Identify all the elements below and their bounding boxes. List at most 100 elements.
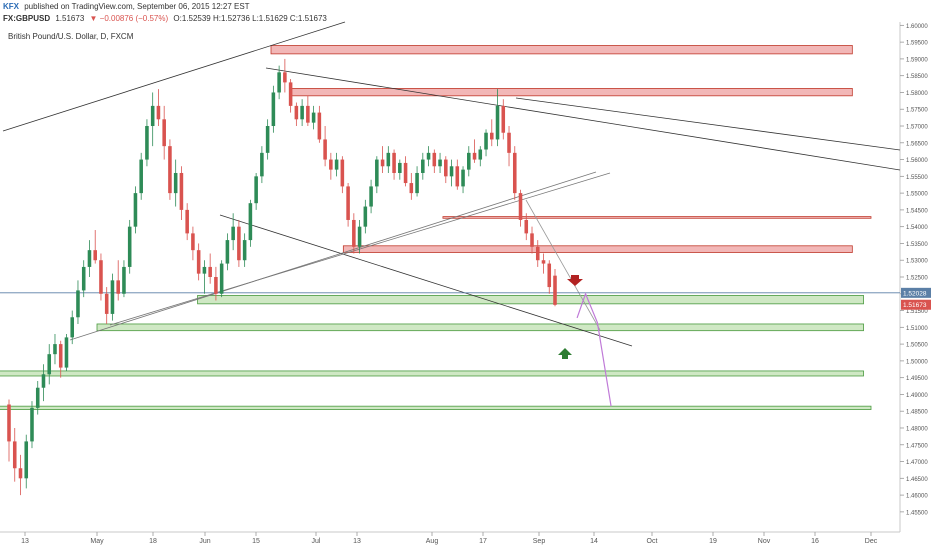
resistance-zone [342, 245, 853, 253]
candle-body [18, 468, 23, 479]
support-zone [0, 370, 864, 377]
candle-body [392, 152, 396, 173]
candle-body [294, 105, 299, 120]
descending-support-line [219, 214, 633, 347]
candle-body [208, 266, 212, 277]
candle-body [122, 266, 126, 294]
price-label-text: 1.51673 [903, 302, 927, 309]
y-tick-label: 1.59000 [906, 57, 928, 63]
candle-body [237, 226, 241, 261]
support-zone [96, 323, 864, 332]
support-zone [197, 295, 864, 305]
x-tick-label: Sep [533, 538, 546, 545]
x-tick-label: 13 [21, 538, 29, 545]
x-tick-label: 18 [149, 538, 157, 545]
y-tick-label: 1.54000 [906, 225, 928, 231]
y-tick-label: 1.51000 [906, 326, 928, 332]
candle-body [317, 112, 322, 140]
candle-body [93, 250, 97, 261]
y-tick-label: 1.58000 [906, 91, 928, 97]
candle-body [461, 169, 465, 187]
price-label-text: 1.52028 [903, 290, 927, 297]
y-tick-label: 1.46500 [906, 477, 928, 483]
candle-body [145, 126, 149, 160]
x-tick-label: 16 [811, 538, 819, 545]
candle-body [398, 162, 402, 173]
candle-body [323, 139, 327, 160]
candle-body [409, 183, 414, 194]
candle-body [110, 280, 115, 314]
candle-body [277, 72, 281, 93]
candle-body [41, 374, 46, 388]
candle-body [467, 152, 471, 170]
candle-body [58, 344, 63, 368]
y-tick-label: 1.55000 [906, 192, 928, 198]
candle-body [472, 152, 477, 160]
candle-body [518, 193, 523, 220]
candle-body [357, 226, 362, 247]
x-tick-label: Dec [865, 538, 878, 545]
candle-body [535, 246, 540, 261]
x-tick-label: Nov [758, 538, 771, 545]
candle-body [254, 176, 258, 204]
instrument-title: British Pound/U.S. Dollar, D, FXCM [8, 32, 134, 41]
y-tick-label: 1.49500 [906, 376, 928, 382]
y-tick-label: 1.46000 [906, 494, 928, 500]
price-label-box [901, 299, 931, 310]
resistance-zone [270, 45, 853, 55]
y-tick-label: 1.57500 [906, 108, 928, 114]
candle-body [53, 344, 57, 355]
price-label-box [901, 287, 931, 298]
candle-body [30, 407, 34, 442]
candle-body [478, 149, 483, 160]
candle-body [70, 317, 75, 338]
candle-body [489, 132, 494, 140]
y-tick-label: 1.57000 [906, 125, 928, 131]
upper-channel-line [2, 21, 346, 132]
candle-body [455, 166, 460, 187]
candle-body [219, 263, 224, 294]
candle-body [300, 105, 304, 120]
candle-body [375, 159, 379, 187]
y-tick-label: 1.51500 [906, 309, 928, 315]
y-tick-label: 1.55500 [906, 175, 928, 181]
candle-body [306, 105, 310, 123]
symbol: FX:GBPUSD [3, 14, 50, 23]
candle-body [168, 146, 172, 194]
candle-body [231, 226, 235, 241]
candle-body [225, 240, 230, 264]
ascending-line-b [109, 172, 611, 326]
y-tick-label: 1.53500 [906, 242, 928, 248]
candle-body [185, 209, 189, 234]
candle-body [242, 240, 247, 261]
candle-body [81, 266, 86, 291]
price-change: ▼ −0.00876 (−0.57%) [90, 14, 169, 23]
candle-body [334, 159, 339, 170]
y-tick-label: 1.45500 [906, 510, 928, 516]
candle-body [363, 206, 368, 227]
candle-body [369, 186, 373, 207]
price-labels: 1.52028 1.51673 [901, 287, 931, 310]
author-link[interactable]: KFX [3, 2, 20, 11]
candle-body [214, 277, 218, 294]
candle-body [35, 387, 40, 408]
candle-body [340, 159, 345, 187]
x-tick-label: 14 [590, 538, 598, 545]
x-tick-label: Aug [426, 538, 439, 545]
candle-body [156, 105, 161, 120]
candle-body [64, 337, 69, 368]
candle-body [248, 203, 253, 241]
x-tick-label: Jul [312, 538, 321, 545]
support-zone [0, 405, 872, 410]
x-tick-label: Oct [647, 538, 658, 545]
ohlc-values: O:1.52539 H:1.52736 L:1.51629 C:1.51673 [173, 14, 327, 23]
candle-body [7, 404, 11, 442]
arrow-down-icon [567, 275, 583, 286]
candle-body [530, 233, 534, 247]
y-tick-label: 1.56500 [906, 141, 928, 147]
y-tick-label: 1.58500 [906, 74, 928, 80]
candle-body [288, 82, 293, 106]
descending-resistance-line [265, 67, 901, 171]
